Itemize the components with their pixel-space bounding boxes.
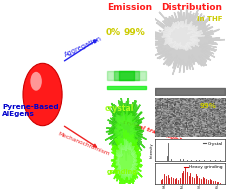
Ellipse shape: [30, 72, 42, 91]
Text: Pyrene-Based
AIEgens: Pyrene-Based AIEgens: [2, 104, 59, 117]
Text: 99%: 99%: [199, 103, 216, 109]
Text: 0%: 0%: [105, 28, 120, 37]
Text: Distribution: Distribution: [161, 3, 222, 12]
Polygon shape: [161, 20, 204, 50]
Text: Emission: Emission: [107, 3, 152, 12]
Text: crystal: crystal: [104, 104, 133, 113]
Text: Mechanochromism: Mechanochromism: [57, 131, 110, 156]
Polygon shape: [115, 139, 137, 180]
Legend: Heavy grinding: Heavy grinding: [183, 165, 222, 170]
Text: grinding: grinding: [107, 169, 137, 175]
Polygon shape: [105, 94, 146, 160]
Y-axis label: Intensity: Intensity: [149, 142, 153, 158]
Text: Aggregation: Aggregation: [63, 35, 103, 58]
Text: in THF: in THF: [196, 16, 222, 22]
Polygon shape: [113, 110, 137, 149]
Legend: Crystal: Crystal: [201, 141, 222, 146]
Polygon shape: [145, 6, 224, 75]
Text: 99%: 99%: [123, 28, 145, 37]
Text: crystal transition?: crystal transition?: [121, 119, 181, 143]
Polygon shape: [111, 129, 142, 188]
Ellipse shape: [23, 63, 62, 126]
